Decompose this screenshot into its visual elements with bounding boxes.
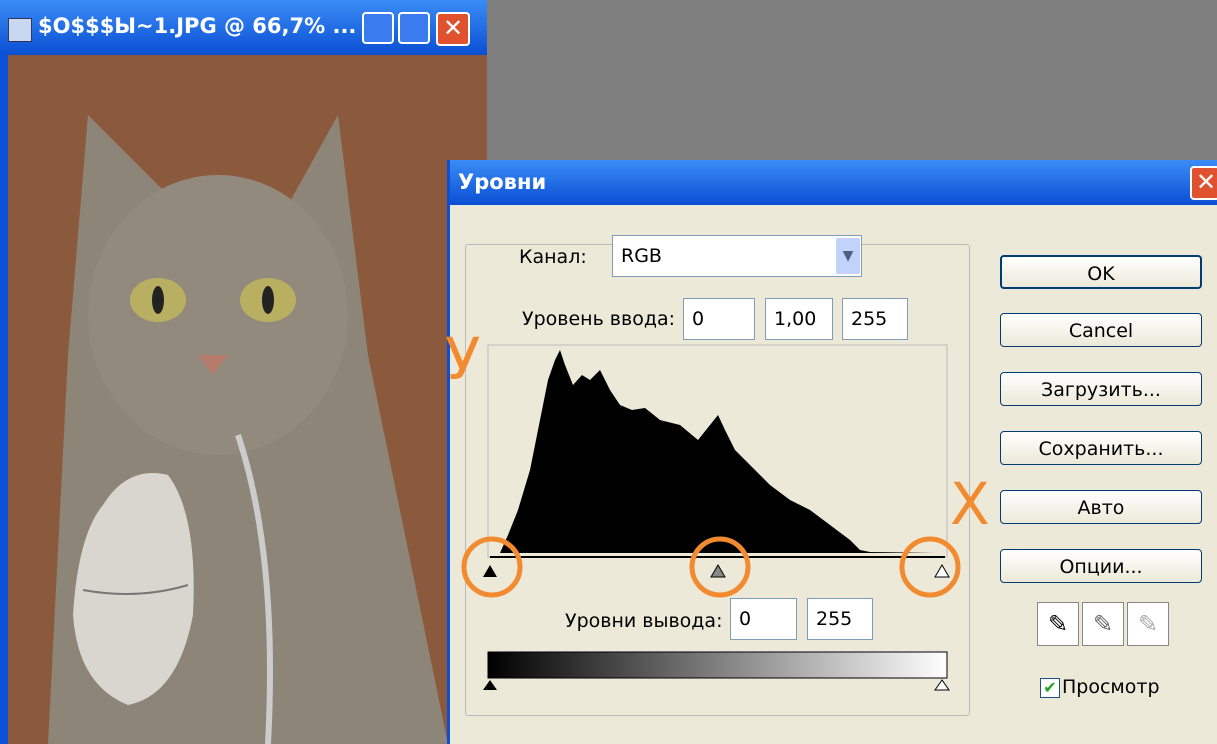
x-annotation: X (950, 470, 990, 538)
white-slider[interactable] (935, 565, 949, 577)
y-annotation: У (445, 325, 480, 393)
preview-label: Просмотр (1062, 676, 1160, 698)
window-title: $O$$$Ы~1.JPG @ 66,7% ... (38, 14, 356, 38)
close-button[interactable]: ✕ (436, 12, 470, 46)
page: $O$$$Ы~1.JPG @ 66,7% ... ✕ Уровни ✕ Кана… (0, 0, 1217, 744)
channel-label: Канал: (505, 246, 601, 268)
ok-button[interactable]: OK (1000, 255, 1202, 289)
input-levels-label: Уровень ввода: (522, 308, 675, 330)
image-window: $O$$$Ы~1.JPG @ 66,7% ... ✕ (0, 0, 487, 744)
dialog-title-bar (450, 160, 1217, 205)
output-levels-label: Уровни вывода: (565, 610, 722, 632)
title-icon (8, 18, 32, 42)
cancel-button[interactable]: Cancel (1000, 313, 1202, 347)
options-button[interactable]: Опции... (1000, 549, 1202, 583)
output-white-slider[interactable] (935, 680, 949, 690)
maximize-button[interactable] (398, 12, 430, 44)
minimize-button[interactable] (362, 12, 394, 44)
histogram-panel (440, 330, 1000, 700)
channel-select[interactable]: RGB (612, 235, 862, 277)
dialog-close-button[interactable]: ✕ (1190, 166, 1217, 200)
load-button[interactable]: Загрузить... (1000, 372, 1202, 406)
auto-button[interactable]: Авто (1000, 490, 1202, 524)
gamma-slider[interactable] (711, 565, 725, 577)
output-black-slider[interactable] (483, 680, 497, 690)
output-gradient (488, 652, 947, 678)
black-slider[interactable] (483, 565, 497, 577)
eyedropper-black[interactable]: ✎ (1037, 602, 1079, 646)
dropdown-arrow[interactable]: ▼ (836, 238, 860, 274)
dialog-title: Уровни (458, 170, 546, 194)
output-black[interactable]: 0 (730, 598, 797, 640)
eyedropper-white[interactable]: ✎ (1127, 602, 1169, 646)
eyedropper-gray[interactable]: ✎ (1082, 602, 1124, 646)
preview-checkbox[interactable]: ✔ (1040, 678, 1060, 698)
photo (8, 55, 487, 744)
output-white[interactable]: 255 (807, 598, 873, 640)
save-button[interactable]: Сохранить... (1000, 431, 1202, 465)
